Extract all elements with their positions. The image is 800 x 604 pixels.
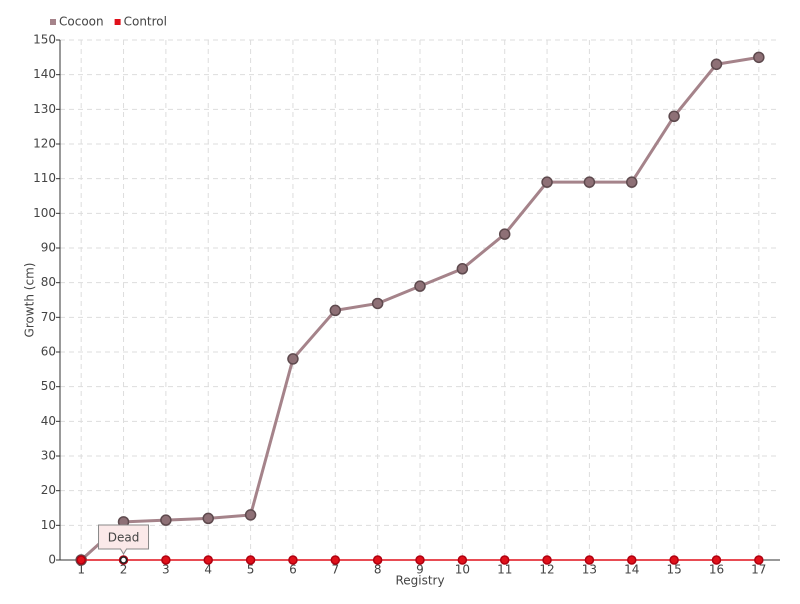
x-tick-label: 14 bbox=[624, 563, 639, 577]
y-tick-label: 0 bbox=[48, 553, 56, 567]
point bbox=[288, 555, 298, 565]
point bbox=[202, 512, 214, 525]
point bbox=[541, 176, 553, 188]
y-tick-label: 130 bbox=[33, 102, 56, 116]
point bbox=[329, 304, 342, 317]
annotation-box bbox=[98, 524, 150, 555]
point bbox=[160, 514, 172, 526]
x-tick-label: 2 bbox=[120, 563, 128, 577]
y-tick-label: 30 bbox=[41, 449, 56, 463]
y-tick-label: 110 bbox=[33, 171, 56, 185]
legend-label: Cocoon bbox=[59, 15, 104, 29]
y-tick-label: 60 bbox=[41, 345, 56, 359]
y-tick-label: 140 bbox=[33, 67, 56, 81]
point bbox=[415, 555, 425, 565]
point bbox=[330, 555, 341, 565]
point bbox=[499, 555, 510, 565]
legend-swatch bbox=[114, 19, 121, 25]
point bbox=[76, 555, 86, 565]
y-tick-label: 80 bbox=[41, 275, 56, 289]
y-tick-label: 40 bbox=[41, 414, 56, 428]
legend-swatch bbox=[50, 19, 56, 25]
y-tick-label: 50 bbox=[41, 379, 56, 393]
point bbox=[414, 280, 426, 292]
point bbox=[372, 555, 383, 565]
x-tick-label: 8 bbox=[374, 563, 382, 577]
point bbox=[668, 110, 680, 123]
x-tick-label: 16 bbox=[709, 563, 724, 577]
x-tick-label: 15 bbox=[666, 563, 681, 577]
point bbox=[203, 555, 213, 565]
point bbox=[244, 509, 257, 521]
x-tick-label: 13 bbox=[582, 563, 597, 577]
point bbox=[245, 555, 256, 565]
x-tick-label: 9 bbox=[416, 563, 424, 577]
y-tick-label: 100 bbox=[33, 206, 56, 220]
x-tick-label: 7 bbox=[331, 563, 339, 577]
point bbox=[583, 176, 596, 188]
point bbox=[627, 555, 637, 565]
point bbox=[456, 263, 469, 275]
x-tick-label: 1 bbox=[77, 563, 85, 577]
point bbox=[287, 353, 299, 365]
point bbox=[498, 228, 511, 240]
point bbox=[542, 555, 552, 565]
x-tick-label: 12 bbox=[539, 563, 554, 577]
point bbox=[710, 58, 723, 71]
y-tick-label: 120 bbox=[33, 137, 56, 151]
x-tick-label: 4 bbox=[204, 563, 212, 577]
point bbox=[753, 51, 765, 64]
y-tick-label: 90 bbox=[41, 241, 56, 255]
point bbox=[669, 555, 679, 565]
y-axis-label: Growth (cm) bbox=[23, 263, 37, 338]
point bbox=[626, 176, 638, 188]
annotation: Dead bbox=[108, 531, 140, 545]
legend-label: Control bbox=[124, 15, 167, 29]
annotated-point bbox=[119, 556, 128, 564]
y-tick-label: 70 bbox=[41, 310, 56, 324]
x-tick-label: 6 bbox=[289, 563, 297, 577]
x-tick-label: 5 bbox=[247, 563, 255, 577]
x-tick-label: 17 bbox=[751, 563, 766, 577]
point bbox=[711, 555, 722, 565]
x-tick-label: 11 bbox=[497, 563, 512, 577]
point bbox=[161, 555, 171, 565]
x-tick-label: 3 bbox=[162, 563, 170, 577]
point bbox=[754, 555, 764, 565]
x-tick-label: 10 bbox=[455, 563, 470, 577]
point bbox=[457, 555, 468, 565]
point bbox=[584, 555, 595, 565]
y-tick-label: 150 bbox=[33, 33, 56, 47]
y-tick-label: 10 bbox=[41, 518, 56, 532]
y-tick-label: 20 bbox=[41, 483, 56, 497]
x-axis-label: Registry bbox=[395, 574, 444, 588]
point bbox=[371, 297, 384, 310]
